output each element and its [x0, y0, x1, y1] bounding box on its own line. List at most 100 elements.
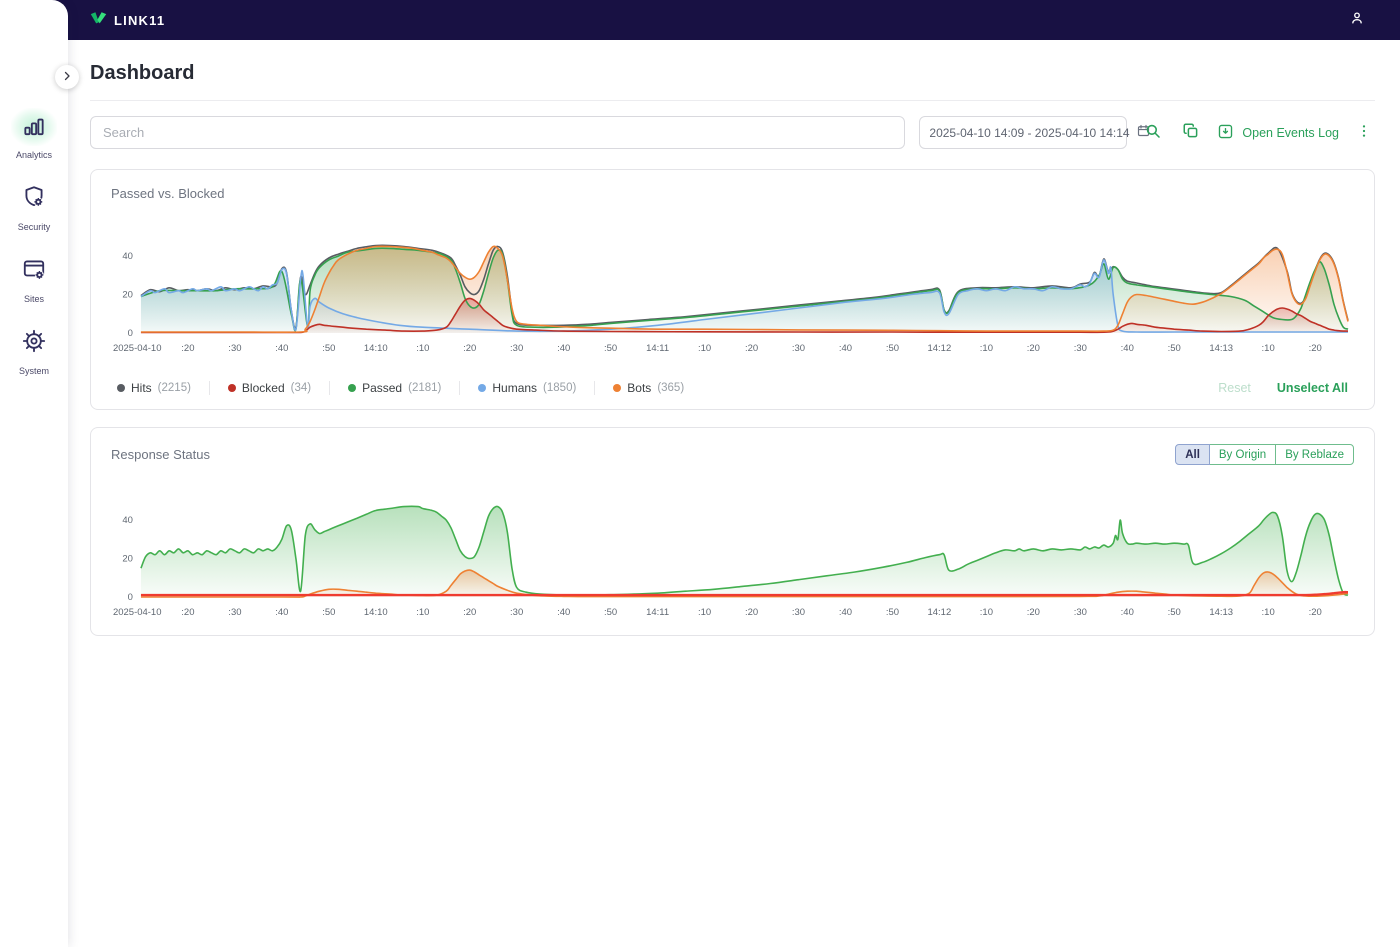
search-input[interactable] — [90, 116, 906, 149]
svg-text::50: :50 — [604, 343, 617, 354]
link11-logo-icon — [90, 10, 107, 31]
svg-text:14:13: 14:13 — [1209, 343, 1233, 354]
response-status-title: Response Status — [111, 447, 211, 462]
svg-text::10: :10 — [698, 343, 711, 354]
search-button[interactable] — [1141, 119, 1165, 146]
legend-label: Hits — [131, 381, 152, 395]
svg-text:0: 0 — [128, 592, 133, 603]
svg-text::40: :40 — [1121, 343, 1134, 354]
more-options-button[interactable] — [1353, 120, 1375, 145]
svg-text::40: :40 — [1121, 607, 1134, 618]
svg-text::20: :20 — [181, 607, 194, 618]
svg-text::40: :40 — [557, 343, 570, 354]
legend-item-passed[interactable]: Passed (2181) — [330, 381, 461, 395]
sidebar-item-analytics[interactable]: Analytics — [0, 108, 68, 160]
svg-text::30: :30 — [228, 607, 241, 618]
legend-item-blocked[interactable]: Blocked (34) — [210, 381, 331, 395]
svg-text:2025-04-10: 2025-04-10 — [113, 343, 161, 354]
svg-text::20: :20 — [745, 607, 758, 618]
svg-text::10: :10 — [698, 607, 711, 618]
svg-text:20: 20 — [122, 289, 133, 300]
passed-vs-blocked-card: Passed vs. Blocked 2025-04-10 :20 :30 :40 :5… — [90, 169, 1375, 410]
svg-text::50: :50 — [322, 343, 335, 354]
svg-text::20: :20 — [463, 343, 476, 354]
legend-item-hits[interactable]: Hits (2215) — [111, 381, 210, 395]
legend-dot — [348, 384, 357, 392]
svg-text:14:10: 14:10 — [364, 343, 388, 354]
legend-item-bots[interactable]: Bots (365) — [595, 381, 702, 395]
svg-text::10: :10 — [416, 607, 429, 618]
sidebar-item-security[interactable]: Security — [0, 180, 68, 232]
chevron-right-icon — [61, 70, 73, 85]
svg-text::10: :10 — [1262, 607, 1275, 618]
svg-text::50: :50 — [1168, 607, 1181, 618]
svg-text::20: :20 — [745, 343, 758, 354]
svg-text::40: :40 — [839, 607, 852, 618]
legend-label: Passed — [362, 381, 403, 395]
person-icon — [1348, 9, 1366, 32]
svg-text::20: :20 — [1309, 607, 1322, 618]
sidebar-item-sites[interactable]: Sites — [0, 252, 68, 304]
svg-text::10: :10 — [1262, 343, 1275, 354]
svg-text::30: :30 — [792, 607, 805, 618]
svg-text::40: :40 — [275, 607, 288, 618]
svg-text::20: :20 — [1309, 343, 1322, 354]
svg-text:14:11: 14:11 — [646, 607, 669, 618]
date-range-picker[interactable]: 2025-04-10 14:09 - 2025-04-10 14:14 — [919, 116, 1149, 149]
main-content: Dashboard 2025-04-10 14:09 - 2025-04-10 … — [68, 40, 1400, 947]
reset-button[interactable]: Reset — [1218, 381, 1251, 395]
bar-chart-icon — [21, 112, 47, 143]
unselect-all-button[interactable]: Unselect All — [1276, 381, 1348, 395]
sidebar-item-system[interactable]: System — [0, 324, 68, 376]
shield-gear-icon — [21, 184, 47, 215]
svg-text:2025-04-10: 2025-04-10 — [113, 607, 161, 618]
brand-name: LINK11 — [114, 12, 166, 28]
legend-dot — [227, 384, 236, 392]
svg-text::40: :40 — [839, 343, 852, 354]
svg-text::30: :30 — [792, 343, 805, 354]
search-icon — [1144, 122, 1162, 143]
svg-text::20: :20 — [463, 607, 476, 618]
open-events-log-label: Open Events Log — [1242, 125, 1339, 140]
legend-item-humans[interactable]: Humans (1850) — [460, 381, 596, 395]
sidebar-expand-button[interactable] — [55, 65, 79, 89]
open-log-icon — [1217, 123, 1234, 143]
svg-text::30: :30 — [510, 343, 523, 354]
toggle-by-reblaze[interactable]: By Reblaze — [1275, 444, 1354, 465]
passed-vs-blocked-chart: 2025-04-10 :20 :30 :40 :50 14:10 :10 :20 :30 :40:… — [111, 227, 1354, 357]
legend-dot — [117, 384, 125, 392]
svg-text::50: :50 — [1168, 343, 1181, 354]
response-status-chart: 2025-04-10:20:30:40:50 14:10:10:20:30:40:… — [111, 491, 1354, 621]
brand-logo: LINK11 — [90, 10, 165, 31]
svg-text:14:12: 14:12 — [928, 607, 952, 618]
svg-text:14:12: 14:12 — [928, 343, 952, 354]
toggle-all[interactable]: All — [1175, 444, 1210, 465]
legend-dot — [613, 384, 622, 392]
legend-count: (2215) — [157, 382, 191, 394]
date-range-value: 2025-04-10 14:09 - 2025-04-10 14:14 — [929, 125, 1130, 140]
user-account-button[interactable] — [1344, 7, 1370, 33]
open-events-log-button[interactable]: Open Events Log — [1217, 123, 1339, 143]
svg-text::40: :40 — [275, 343, 288, 354]
kebab-menu-icon — [1356, 123, 1372, 142]
sidebar-item-label: Analytics — [15, 150, 52, 160]
copy-button[interactable] — [1179, 119, 1203, 146]
svg-text::10: :10 — [980, 343, 993, 354]
svg-text:14:13: 14:13 — [1209, 607, 1233, 618]
sidebar: Analytics Security Sites System — [0, 0, 68, 947]
toggle-by-origin[interactable]: By Origin — [1208, 444, 1277, 465]
passed-vs-blocked-title: Passed vs. Blocked — [111, 186, 225, 201]
legend-count: (2181) — [408, 382, 442, 394]
svg-text::50: :50 — [886, 343, 899, 354]
chart-legend-row: Hits (2215) Blocked (34) Passed (2181) Humans (… — [111, 381, 1354, 395]
title-divider — [90, 100, 1375, 101]
legend-label: Blocked — [241, 381, 285, 395]
svg-text::20: :20 — [181, 343, 194, 354]
svg-text:0: 0 — [128, 328, 133, 339]
sidebar-item-label: System — [18, 366, 49, 376]
browser-gear-icon — [21, 256, 47, 287]
copy-icon — [1182, 122, 1200, 143]
response-status-toggle-group: All By Origin By Reblaze — [1175, 444, 1354, 465]
chart-legend: Hits (2215) Blocked (34) Passed (2181) Humans (… — [111, 381, 702, 395]
response-status-card: Response Status All By Origin By Reblaze 2… — [90, 427, 1375, 636]
